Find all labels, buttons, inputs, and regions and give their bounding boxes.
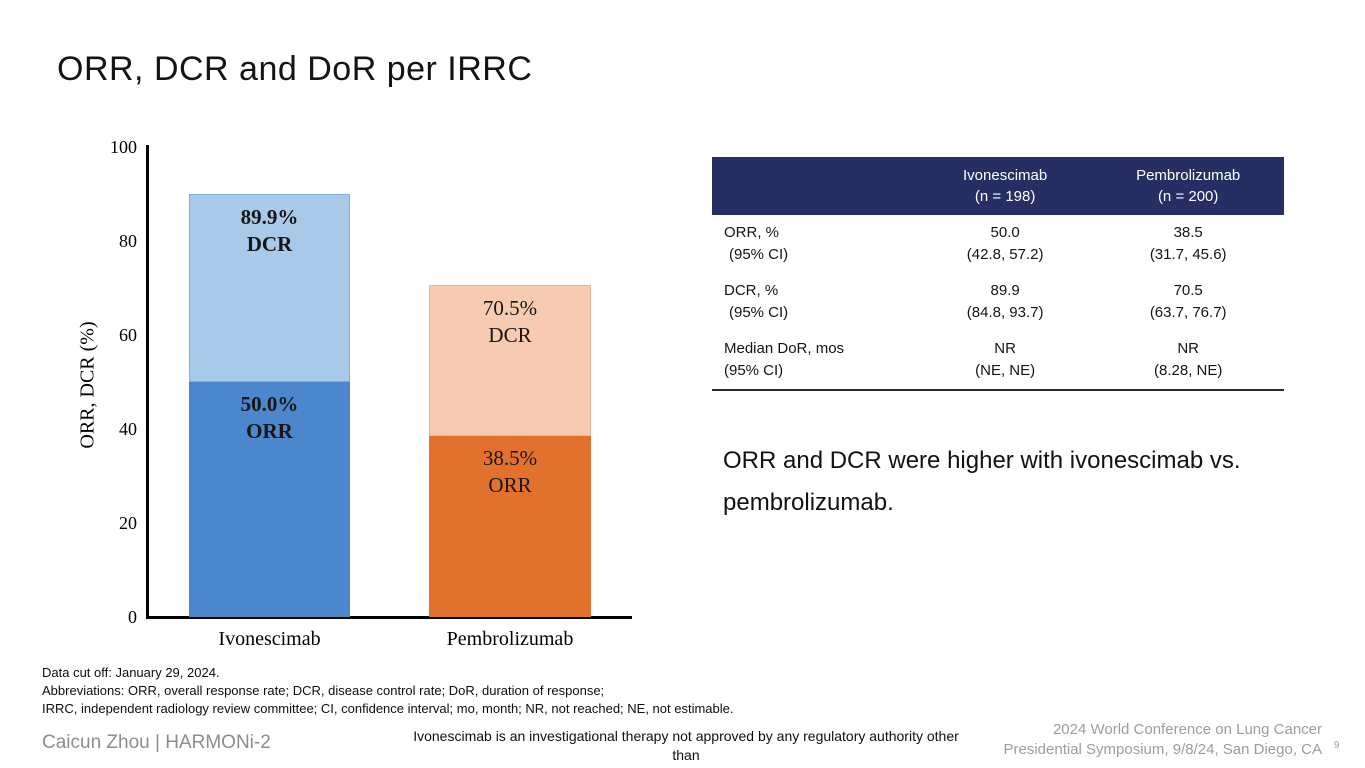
table-header-ivonescimab: Ivonescimab (n = 198) (917, 157, 1093, 215)
cell-ivonescimab-dcr: 89.9 (84.8, 93.7) (918, 273, 1092, 331)
column-subtitle: (n = 198) (974, 188, 1036, 205)
footnote-abbreviations-2: IRRC, independent radiology review commi… (42, 701, 734, 716)
bar-segment-pembrolizumab-orr: 38.5% ORR (429, 436, 591, 617)
table-header-pembrolizumab: Pembrolizumab (n = 200) (1092, 157, 1284, 215)
footnote-data-cutoff: Data cut off: January 29, 2024. (42, 665, 220, 680)
bar-segment-ivonescimab-orr: 50.0% ORR (189, 382, 350, 617)
footer-conference: 2024 World Conference on Lung Cancer Pre… (1004, 720, 1323, 760)
cell-pembrolizumab-dor: NR (8.28, NE) (1092, 331, 1284, 391)
results-table: Ivonescimab (n = 198) Pembrolizumab (n =… (712, 157, 1284, 391)
footer-author: Caicun Zhou | HARMONi-2 (42, 732, 271, 753)
key-finding-statement: ORR and DCR were higher with ivonescimab… (723, 447, 1241, 516)
row-label-line1: ORR, % (724, 224, 780, 241)
cell-ci: (31.7, 45.6) (1149, 246, 1227, 263)
row-label: Median DoR, mos (95% CI) (712, 331, 918, 391)
y-tick-80: 80 (119, 231, 137, 251)
column-subtitle: (n = 200) (1157, 188, 1219, 205)
bar-segment-ivonescimab-dcr: 89.9% DCR (189, 194, 350, 382)
x-axis-line (146, 616, 632, 619)
table-header-row: Ivonescimab (n = 198) Pembrolizumab (n =… (712, 157, 1284, 215)
footnotes: Data cut off: January 29, 2024. Abbrevia… (42, 664, 734, 718)
cell-value: 89.9 (990, 282, 1020, 299)
cell-ci: (NE, NE) (975, 362, 1036, 379)
page-number: 9 (1334, 740, 1340, 751)
cell-ivonescimab-orr: 50.0 (42.8, 57.2) (918, 215, 1092, 273)
row-label-line2: (95% CI) (724, 362, 784, 379)
page-title: ORR, DCR and DoR per IRRC (57, 50, 533, 88)
bar-value-label: 89.9% (240, 205, 299, 229)
row-label-line1: DCR, % (724, 282, 779, 299)
row-label-line1: Median DoR, mos (724, 340, 845, 357)
x-category-ivonescimab: Ivonescimab (218, 628, 321, 650)
bar-segment-pembrolizumab-dcr: 70.5% DCR (429, 285, 591, 436)
bar-series-label: ORR (488, 473, 532, 497)
cell-ci: (63.7, 76.7) (1149, 304, 1227, 321)
disclaimer-line1: Ivonescimab is an investigational therap… (413, 728, 959, 763)
table-row-dor: Median DoR, mos (95% CI) NR (NE, NE) NR … (712, 331, 1284, 391)
footnote-abbreviations-1: Abbreviations: ORR, overall response rat… (42, 683, 605, 698)
cell-pembrolizumab-orr: 38.5 (31.7, 45.6) (1092, 215, 1284, 273)
x-category-pembrolizumab: Pembrolizumab (446, 628, 574, 650)
y-tick-0: 0 (128, 607, 137, 627)
bar-value-label: 50.0% (240, 392, 299, 416)
cell-ci: (8.28, NE) (1154, 362, 1223, 379)
row-label: ORR, % (95% CI) (712, 215, 918, 273)
column-title: Ivonescimab (963, 167, 1048, 184)
y-tick-20: 20 (119, 513, 137, 533)
cell-value: 50.0 (990, 224, 1020, 241)
y-axis-line (146, 145, 149, 619)
cell-ivonescimab-dor: NR (NE, NE) (917, 331, 1093, 391)
row-label: DCR, % (95% CI) (712, 273, 918, 331)
column-title: Pembrolizumab (1136, 167, 1241, 184)
row-label-line2: (95% CI) (729, 304, 789, 321)
row-label-line2: (95% CI) (729, 246, 789, 263)
bar-series-label: DCR (246, 232, 293, 256)
cell-value: NR (1177, 340, 1200, 357)
table-row-orr: ORR, % (95% CI) 50.0 (42.8, 57.2) 38.5 (… (712, 215, 1284, 273)
y-tick-40: 40 (119, 419, 137, 439)
conference-session: Presidential Symposium, 9/8/24, San Dieg… (1003, 741, 1323, 758)
cell-ci: (42.8, 57.2) (966, 246, 1044, 263)
y-tick-60: 60 (119, 325, 137, 345)
cell-value: 38.5 (1173, 224, 1203, 241)
conference-name: 2024 World Conference on Lung Cancer (1052, 721, 1322, 738)
bar-value-label: 38.5% (482, 446, 538, 470)
table-row-dcr: DCR, % (95% CI) 89.9 (84.8, 93.7) 70.5 (… (712, 273, 1284, 331)
cell-pembrolizumab-dcr: 70.5 (63.7, 76.7) (1092, 273, 1284, 331)
table-header-empty (712, 157, 918, 215)
bar-series-label: DCR (488, 323, 532, 347)
bar-value-label: 70.5% (482, 296, 538, 320)
footer-disclaimer: Ivonescimab is an investigational therap… (398, 727, 974, 768)
cell-ci: (84.8, 93.7) (966, 304, 1044, 321)
y-tick-100: 100 (110, 137, 137, 157)
bar-series-label: ORR (246, 419, 293, 443)
cell-value: 70.5 (1173, 282, 1203, 299)
cell-value: NR (994, 340, 1016, 357)
